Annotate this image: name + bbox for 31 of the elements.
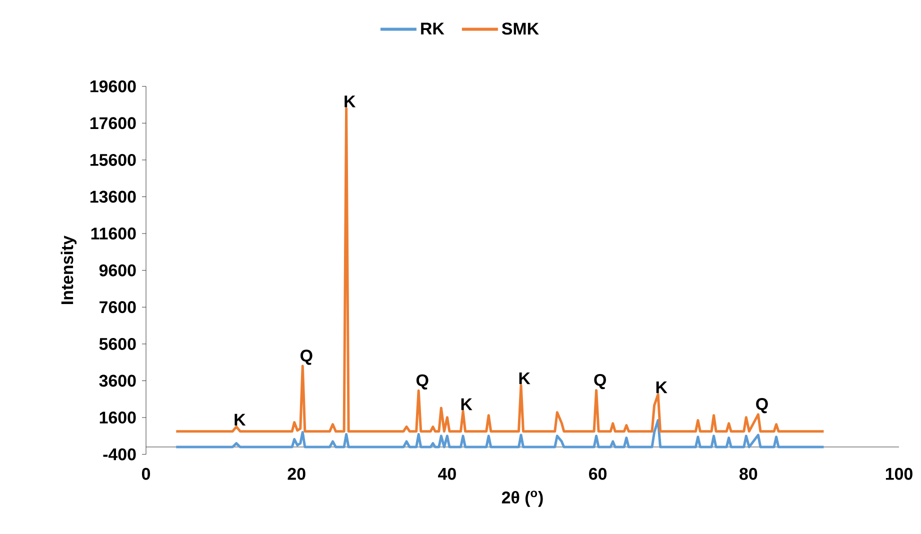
x-tick-label: 20 bbox=[288, 468, 306, 480]
annotation: K bbox=[656, 382, 668, 394]
annotation: K bbox=[461, 398, 472, 410]
y-tick-label: 17600 bbox=[90, 117, 136, 130]
x-tick-label: 80 bbox=[740, 468, 758, 480]
y-tick-label: 3600 bbox=[99, 374, 136, 387]
x-tick-label: 40 bbox=[438, 468, 456, 480]
y-tick-label: -400 bbox=[103, 448, 136, 460]
y-tick-label: 15600 bbox=[90, 154, 136, 166]
x-tick-label: 0 bbox=[142, 468, 150, 480]
x-tick-label: 100 bbox=[886, 468, 912, 480]
y-tick-label: 1600 bbox=[100, 412, 136, 424]
legend-label: RK bbox=[421, 22, 444, 34]
y-tick-label: 13600 bbox=[90, 190, 136, 203]
annotation: Q bbox=[300, 350, 312, 365]
annotation: Q bbox=[416, 374, 428, 390]
y-tick-label: 5600 bbox=[99, 338, 136, 350]
annotation: K bbox=[519, 372, 530, 384]
x-tick-label: 60 bbox=[589, 468, 607, 480]
annotation: K bbox=[234, 414, 246, 426]
y-tick-label: 19600 bbox=[90, 80, 136, 92]
annotation: Q bbox=[756, 398, 768, 414]
y-tick-label: 9600 bbox=[99, 264, 136, 276]
annotation: Q bbox=[594, 374, 606, 390]
y-tick-label: 7600 bbox=[100, 301, 136, 314]
legend-label: SMK bbox=[502, 22, 539, 35]
line-series bbox=[174, 107, 825, 433]
annotation: K bbox=[344, 96, 356, 108]
y-axis-title: Intensity bbox=[60, 236, 77, 304]
y-tick-label: 11600 bbox=[91, 228, 136, 240]
x-axis-title: 2θ ($^{o}$) bbox=[502, 490, 543, 507]
